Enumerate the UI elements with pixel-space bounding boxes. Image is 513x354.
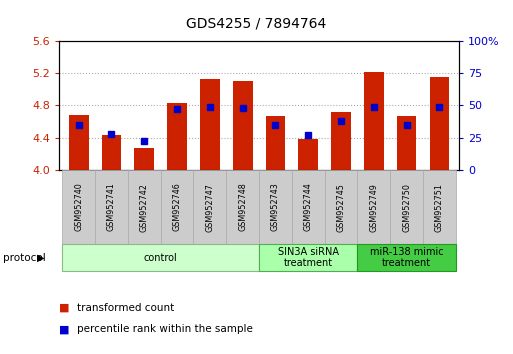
Text: GSM952749: GSM952749 <box>369 183 379 232</box>
Text: GSM952742: GSM952742 <box>140 183 149 232</box>
Text: ■: ■ <box>59 303 69 313</box>
Text: protocol: protocol <box>3 252 45 263</box>
Bar <box>167 103 187 170</box>
Bar <box>233 81 252 170</box>
Text: GSM952740: GSM952740 <box>74 183 83 232</box>
Bar <box>429 77 449 170</box>
Text: GSM952748: GSM952748 <box>238 183 247 232</box>
Bar <box>266 116 285 170</box>
Text: GSM952746: GSM952746 <box>172 183 182 232</box>
Text: control: control <box>144 252 177 263</box>
Bar <box>397 116 417 170</box>
Bar <box>299 139 318 170</box>
Bar <box>69 115 89 170</box>
Bar <box>364 72 384 170</box>
Text: GSM952751: GSM952751 <box>435 183 444 232</box>
Bar <box>102 135 121 170</box>
Bar <box>331 112 351 170</box>
Bar <box>134 148 154 170</box>
Text: percentile rank within the sample: percentile rank within the sample <box>77 324 253 334</box>
Text: SIN3A siRNA
treatment: SIN3A siRNA treatment <box>278 247 339 268</box>
Text: transformed count: transformed count <box>77 303 174 313</box>
Text: GSM952744: GSM952744 <box>304 183 313 232</box>
Text: GSM952743: GSM952743 <box>271 183 280 232</box>
Text: GSM952747: GSM952747 <box>205 183 214 232</box>
Bar <box>200 79 220 170</box>
Text: miR-138 mimic
treatment: miR-138 mimic treatment <box>370 247 443 268</box>
Text: GSM952741: GSM952741 <box>107 183 116 232</box>
Text: ▶: ▶ <box>37 252 45 263</box>
Text: GSM952745: GSM952745 <box>337 183 346 232</box>
Text: ■: ■ <box>59 324 69 334</box>
Text: GDS4255 / 7894764: GDS4255 / 7894764 <box>186 16 327 30</box>
Text: GSM952750: GSM952750 <box>402 183 411 232</box>
